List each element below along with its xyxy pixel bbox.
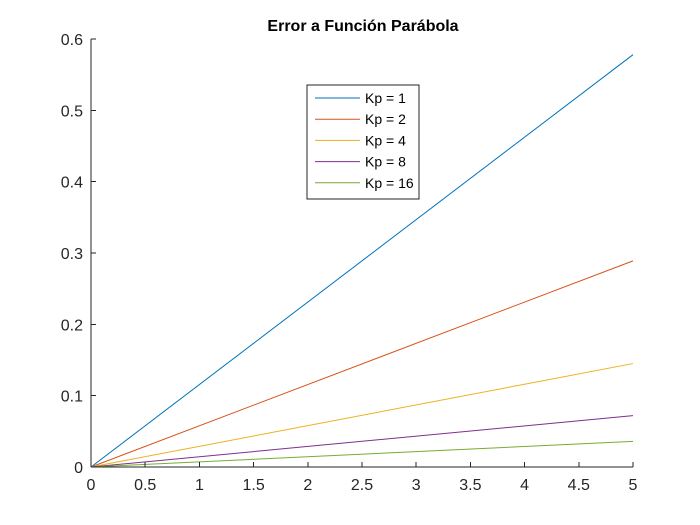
legend-box	[306, 84, 420, 200]
x-tick-label: 2	[303, 477, 312, 494]
legend-label: Kp = 8	[365, 154, 406, 170]
axes: 0 0.5 1 1.5 2 2.5 3 3.5 4 4.5 5 0 0.1 0.2 0.3 0.4 0.5 0.6	[61, 32, 638, 494]
x-tick-label: 0	[87, 477, 96, 494]
y-tick-label: 0.2	[61, 317, 83, 334]
x-tick-label: 1.5	[242, 477, 264, 494]
y-tick-label: 0.1	[61, 389, 83, 406]
series-line-4	[90, 415, 634, 468]
x-tick-label: 2.5	[351, 477, 373, 494]
y-tick-label: 0.3	[61, 246, 83, 263]
x-tick-label: 1	[195, 477, 204, 494]
x-tick-label: 5	[629, 477, 638, 494]
legend: Kp = 1 Kp = 2 Kp = 4 Kp = 8 Kp = 16	[306, 84, 420, 200]
legend-label: Kp = 16	[365, 175, 414, 191]
chart-title: Error a Función Parábola	[267, 18, 458, 35]
legend-label: Kp = 1	[365, 90, 406, 106]
x-tick-label: 4	[520, 477, 529, 494]
legend-label: Kp = 2	[365, 111, 406, 127]
series-line-2	[90, 260, 634, 468]
x-tick-label: 4.5	[568, 477, 590, 494]
y-tick-label: 0.5	[61, 103, 83, 120]
series-line-5	[90, 440, 634, 468]
plot-lines	[90, 54, 634, 468]
x-tick-label: 3.5	[459, 477, 481, 494]
y-tick-label: 0.4	[61, 175, 83, 192]
series-line-1	[90, 54, 634, 468]
y-tick-label: 0.6	[61, 32, 83, 49]
y-tick-label: 0	[74, 460, 83, 477]
legend-label: Kp = 4	[365, 132, 406, 148]
x-tick-label: 0.5	[134, 477, 156, 494]
x-tick-label: 3	[412, 477, 421, 494]
series-line-3	[90, 363, 634, 468]
